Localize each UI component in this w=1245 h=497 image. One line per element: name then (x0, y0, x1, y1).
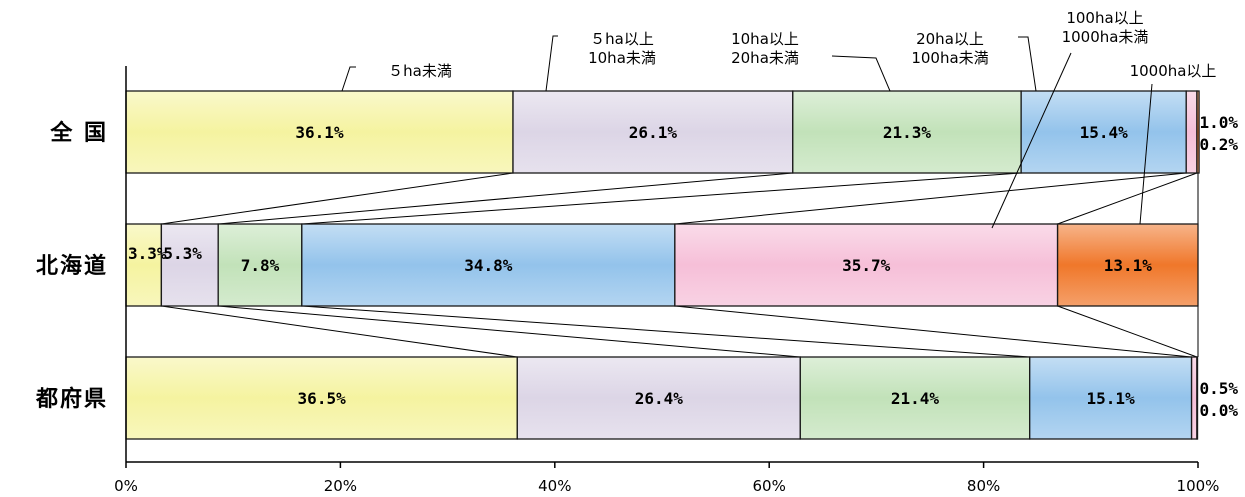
data-label: 1.0% (1199, 113, 1238, 132)
connector-line (674, 172, 1187, 225)
bar-rows: 36.1% 26.1% 21.3% 15.4% 1.0% 0.2% 3.3%5.3% 7.8%… (125, 90, 1238, 440)
bar-segment (301, 223, 676, 307)
x-tick-label: 60% (753, 477, 786, 495)
data-label: 0.5% (1199, 379, 1238, 398)
connector-line (218, 172, 793, 225)
bar-segment (674, 223, 1059, 307)
x-tick-label: 0% (114, 477, 138, 495)
data-label: 13.1% (1104, 256, 1153, 275)
data-label: 21.3% (883, 123, 932, 142)
data-label: 3.3% (128, 244, 167, 263)
legend-callouts: ５ha未満 ５ha以上 10ha未満 10ha以上 20ha未満 20ha以上 100ha未… (341, 9, 1217, 229)
bar-segment (125, 356, 518, 440)
leader-line (545, 35, 558, 92)
connector-line (301, 305, 1030, 358)
x-tick-label: 80% (967, 477, 1000, 495)
data-label: 5.3% (163, 244, 202, 263)
bar-segment (125, 223, 163, 307)
bar-segment (1196, 90, 1200, 174)
legend-label: ５ha以上 10ha未満 (588, 30, 656, 67)
data-label: 36.1% (295, 123, 344, 142)
bar-segment (516, 356, 801, 440)
data-label: 7.8% (241, 256, 280, 275)
data-label: 0.0% (1199, 401, 1238, 420)
data-label: 0.2% (1199, 135, 1238, 154)
connector-line (1057, 172, 1198, 225)
legend-label: 100ha以上 1000ha未満 (1062, 9, 1149, 46)
connector-line (161, 305, 518, 358)
leader-line (1139, 83, 1153, 225)
data-label: 35.7% (842, 256, 891, 275)
leader-line (341, 66, 356, 92)
legend-label: 20ha以上 100ha未満 (911, 30, 988, 67)
bar-segment (160, 223, 219, 307)
legend-label: ５ha未満 (388, 62, 452, 80)
leader-line (1018, 36, 1037, 92)
data-label: 15.4% (1080, 123, 1129, 142)
connector-line (161, 172, 514, 225)
bar-segment (792, 90, 1022, 174)
connector-line (301, 172, 1022, 225)
x-tick-label: 40% (538, 477, 571, 495)
leader-line (991, 52, 1072, 229)
data-label: 34.8% (464, 256, 513, 275)
category-label: 全 国 (49, 120, 108, 146)
bar-segment (799, 356, 1031, 440)
x-axis: 0% 20% 40% 60% 80% 100% (114, 66, 1219, 495)
bar-segment (1029, 356, 1193, 440)
connector-line (1057, 305, 1198, 358)
legend-label: 1000ha以上 (1130, 62, 1217, 80)
category-label: 都府県 (35, 386, 108, 412)
bar-segment (1056, 223, 1199, 307)
x-tick-label: 100% (1177, 477, 1220, 495)
data-label: 36.5% (298, 389, 347, 408)
data-label: 21.4% (891, 389, 940, 408)
bar-segment (1196, 356, 1199, 440)
data-label: 15.1% (1087, 389, 1136, 408)
connector-line (674, 305, 1192, 358)
data-label: 26.4% (635, 389, 684, 408)
connector-line (218, 305, 801, 358)
leader-line (831, 55, 891, 92)
data-label: 26.1% (629, 123, 678, 142)
bar-segment (1185, 90, 1198, 174)
legend-label: 10ha以上 20ha未満 (731, 30, 799, 67)
bar-segment (1190, 356, 1198, 440)
category-label: 北海道 (36, 253, 108, 279)
x-tick-label: 20% (324, 477, 357, 495)
connector-lines (125, 172, 1199, 358)
